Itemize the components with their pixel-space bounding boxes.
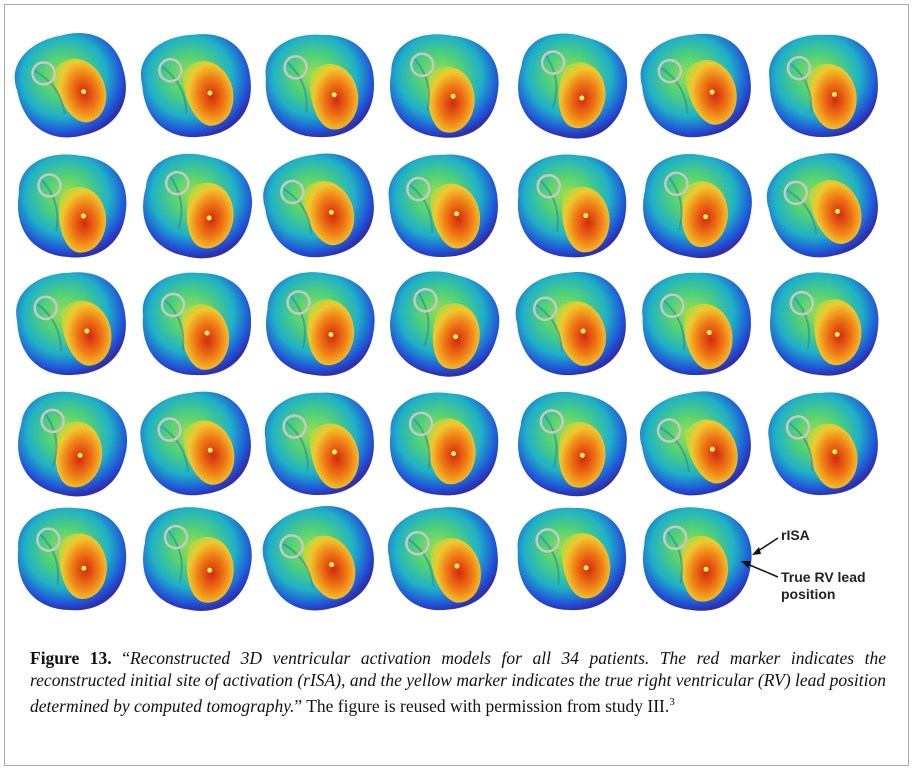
- heart-model: [134, 146, 260, 267]
- heart-model: [508, 24, 637, 148]
- heart-model: [14, 151, 129, 261]
- heart-model: [516, 153, 628, 259]
- heart-model: [136, 27, 258, 144]
- heart-model: [262, 389, 377, 499]
- caption: Figure 13. “Reconstructed 3D ventricular…: [30, 647, 886, 717]
- annotation-risa: rISA: [781, 527, 810, 544]
- heart-model: [136, 501, 258, 618]
- heart-model: [767, 32, 881, 140]
- heart-model: [385, 29, 503, 142]
- heart-model: [265, 34, 375, 138]
- heart-model: [766, 268, 883, 380]
- caption-label: Figure 13.: [30, 648, 112, 668]
- heart-model: [6, 22, 137, 149]
- heart-model: [8, 383, 135, 506]
- heart-model: [254, 495, 385, 622]
- page: rISA True RV lead position Figure 13. “R…: [0, 0, 915, 771]
- heart-model: [143, 273, 251, 376]
- heart-model: [379, 262, 509, 388]
- caption-text: ” The figure is reused with permission f…: [294, 696, 669, 716]
- lead-marker: [205, 331, 210, 336]
- heart-model: [641, 271, 753, 377]
- heart-model: [634, 26, 759, 146]
- heart-model: [638, 502, 756, 615]
- heart-model: [385, 150, 502, 262]
- heart-model: [260, 267, 380, 382]
- heart-model: [517, 507, 627, 611]
- heart-model: [387, 390, 501, 498]
- reference: 3: [669, 696, 675, 708]
- heart-model: [510, 384, 635, 504]
- arrow-head: [752, 547, 761, 555]
- quote-open: “: [122, 648, 130, 668]
- heart-model: [510, 264, 633, 382]
- heart-model: [17, 507, 127, 611]
- heart-model: [765, 387, 883, 500]
- heart-model: [383, 500, 505, 617]
- heart-model: [134, 383, 260, 504]
- heart-model: [632, 381, 761, 505]
- heart-model: [256, 144, 383, 267]
- heart-model: [759, 143, 889, 269]
- annotation-lead: True RV lead position: [781, 569, 871, 603]
- heart-model: [636, 147, 759, 265]
- heart-model: [12, 266, 132, 381]
- heart-grid: [0, 0, 915, 640]
